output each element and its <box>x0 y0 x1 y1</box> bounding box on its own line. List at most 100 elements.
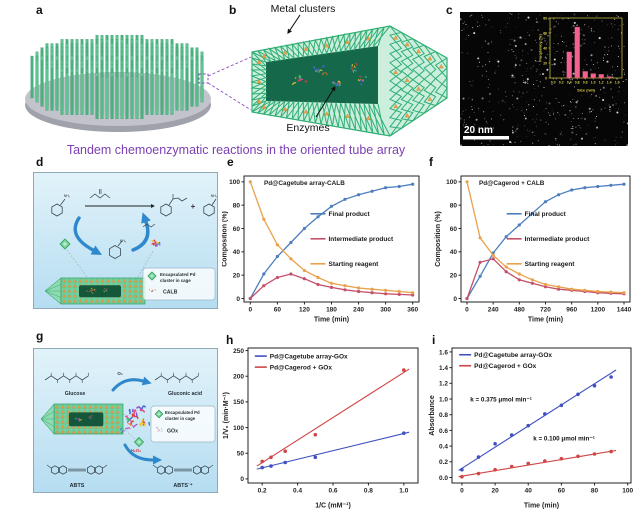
y-tick-label: 80 <box>233 203 241 210</box>
x-tick-label: 100 <box>622 488 633 495</box>
data-point <box>289 240 293 245</box>
legend-label: Starting reagent <box>525 261 576 268</box>
data-point <box>509 433 514 437</box>
x-axis-label: Time (min) <box>314 317 349 324</box>
annotation: k = 0.100 μmol min⁻¹ <box>533 436 595 443</box>
y-tick-label: 1.0 <box>439 396 448 403</box>
data-point <box>275 243 279 247</box>
legend-label: Final product <box>329 211 371 218</box>
y-tick-label: 150 <box>233 399 244 406</box>
panel-label-b: b <box>229 3 237 17</box>
y-tick-label: 1.2 <box>439 381 448 388</box>
y-tick-label: 0.2 <box>439 459 448 466</box>
legend-label: Starting reagent <box>329 261 380 268</box>
data-point <box>411 293 415 297</box>
tem-noise <box>460 12 628 146</box>
scale-bar-label: 20 nm <box>464 125 493 136</box>
data-point <box>262 272 266 276</box>
data-point <box>543 200 548 204</box>
scheme-legend-icons <box>154 409 164 433</box>
data-point <box>592 452 597 456</box>
x-tick-label: 0.0 <box>551 80 556 84</box>
y-tick-label: 1.4 <box>439 365 448 372</box>
data-point <box>543 282 548 287</box>
data-point <box>316 215 320 219</box>
data-point <box>592 383 597 388</box>
panel-d-scheme: + NH₂ NH₂ NH₂ Encapsulated Pd cluster in… <box>33 172 218 309</box>
data-point <box>313 432 318 437</box>
data-point <box>329 204 334 208</box>
x-axis-label: 1/C (mM⁻¹) <box>315 503 351 510</box>
data-point <box>397 292 401 296</box>
data-point <box>343 284 347 288</box>
data-point <box>248 296 252 301</box>
chart-title: Pd@Cagerod + CALB <box>479 180 545 187</box>
chart-lineweaver-burk: 0.2 0.4 0.6 0.8 1.0 0 50 100 150 200 250 1/C (mM⁻¹)… <box>223 347 419 510</box>
metal-clusters-label: Metal clusters <box>271 3 336 15</box>
data-point <box>269 455 273 460</box>
data-point <box>530 278 534 282</box>
panel-label-e: e <box>227 155 234 169</box>
cage-tube-illustration <box>250 14 448 137</box>
data-point <box>460 474 464 479</box>
scale-bar <box>463 136 509 140</box>
chart-title: Pd@Cagetube array-CALB <box>264 180 345 187</box>
data-point <box>557 285 561 289</box>
data-point <box>596 184 600 189</box>
hist-bar <box>566 51 572 79</box>
data-point <box>509 464 514 469</box>
annotation: k = 0.375 μmol min⁻¹ <box>470 396 532 403</box>
scheme-molecules <box>44 189 217 305</box>
data-point <box>262 217 266 221</box>
data-point <box>248 180 252 184</box>
data-point <box>357 289 361 294</box>
legend-label: Intermediate product <box>525 236 590 243</box>
data-point <box>313 455 318 460</box>
data-point <box>504 265 508 269</box>
x-tick-label: 0 <box>249 307 253 314</box>
x-tick-label: 0.4 <box>293 488 302 495</box>
data-point <box>329 281 334 285</box>
y-tick-label: 60 <box>450 226 458 233</box>
data-point <box>289 272 293 276</box>
legend-pd-line1: Encapsulated Pd <box>160 272 196 277</box>
data-point <box>491 257 495 261</box>
data-point <box>543 285 548 289</box>
y-tick-label: 0.6 <box>439 428 448 435</box>
hist-bar <box>582 71 588 79</box>
data-point <box>543 412 547 416</box>
y-tick-label: 0.0 <box>439 475 448 482</box>
legend-label: Intermediate product <box>329 236 394 243</box>
panel-b-cage-tube: Metal clusters Enzymes <box>250 3 448 137</box>
y-axis-label: Composition (%) <box>435 211 442 267</box>
data-point <box>622 291 626 295</box>
data-point <box>609 449 613 454</box>
data-point <box>329 285 334 289</box>
data-point <box>289 257 293 261</box>
y-tick-label: 100 <box>446 179 457 186</box>
plus-sign: + <box>191 202 196 211</box>
data-point <box>476 455 481 459</box>
x-tick-label: 0.6 <box>328 488 337 495</box>
data-point <box>517 278 521 282</box>
legend-pd-line1: Encapsulated Pd <box>165 410 200 415</box>
data-point <box>357 193 361 197</box>
data-point <box>260 459 264 464</box>
data-point <box>609 183 613 187</box>
data-point <box>384 292 388 296</box>
data-point <box>478 274 482 278</box>
y-tick-label: 40 <box>450 249 458 256</box>
data-point <box>493 442 497 446</box>
x-tick-label: 40 <box>525 488 533 495</box>
data-point <box>622 182 626 186</box>
y-axis-label: Frequency (%) <box>538 34 543 62</box>
x-tick-label: 0 <box>460 488 464 495</box>
data-point <box>583 186 587 190</box>
abts-label: ABTS <box>70 483 85 489</box>
data-point <box>262 284 266 288</box>
data-point <box>397 289 401 294</box>
peroxide-label: H₂O₂ <box>131 448 142 453</box>
x-tick-label: 0.2 <box>258 488 267 495</box>
y-axis-label: Composition (%) <box>222 211 229 267</box>
